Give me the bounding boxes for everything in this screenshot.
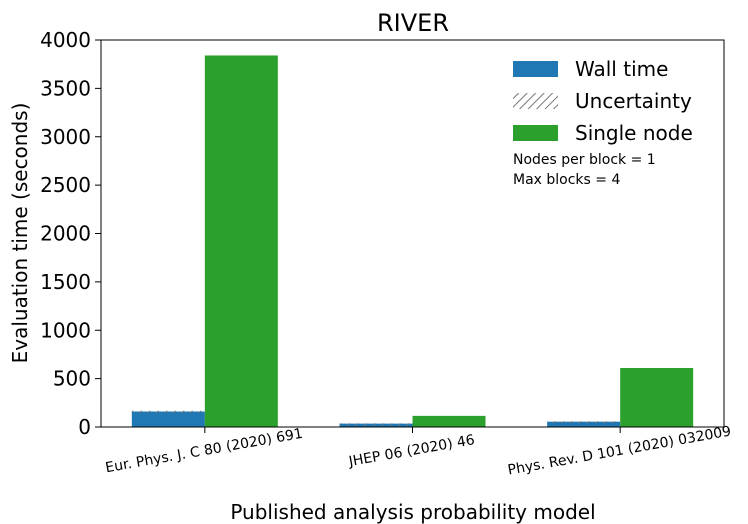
y-tick-label: 1000 [40, 318, 91, 342]
uncertainty-band-3 [547, 421, 620, 423]
y-axis: 0 500 1000 1500 2000 2500 3000 3500 4000 [40, 28, 101, 439]
y-tick-label: 0 [78, 415, 91, 439]
bar-single-node-2 [413, 416, 486, 427]
y-tick-label: 1500 [40, 270, 91, 294]
legend-note-max-blocks: Max blocks = 4 [513, 172, 620, 188]
x-tick-label: Eur. Phys. J. C 80 (2020) 691 [104, 426, 304, 477]
legend-note-nodes-per-block: Nodes per block = 1 [513, 152, 656, 168]
y-axis-label: Evaluation time (seconds) [8, 103, 32, 364]
legend-swatch-wall-time [513, 61, 558, 77]
x-axis: Eur. Phys. J. C 80 (2020) 691 JHEP 06 (20… [104, 424, 732, 479]
legend-label-single-node: Single node [575, 121, 693, 145]
legend-swatch-uncertainty [513, 93, 558, 109]
uncertainty-band-2 [340, 423, 413, 425]
bar-single-node-1 [205, 55, 278, 427]
y-tick-label: 4000 [40, 28, 91, 52]
legend: Wall time Uncertainty Single node Nodes … [513, 57, 693, 188]
bar-wall-time-1 [132, 412, 205, 427]
x-tick-label: JHEP 06 (2020) 46 [347, 432, 476, 470]
y-tick-label: 500 [53, 367, 91, 391]
bar-single-node-3 [620, 368, 693, 427]
y-tick-label: 2000 [40, 222, 91, 246]
y-tick-label: 3500 [40, 76, 91, 100]
y-tick-label: 2500 [40, 173, 91, 197]
legend-label-uncertainty: Uncertainty [575, 89, 692, 113]
legend-swatch-single-node [513, 125, 558, 141]
x-axis-label: Published analysis probability model [230, 500, 595, 524]
legend-label-wall-time: Wall time [575, 57, 668, 81]
y-tick-label: 3000 [40, 125, 91, 149]
chart-title: RIVER [377, 9, 449, 37]
x-tick-label: Phys. Rev. D 101 (2020) 032009 [507, 424, 733, 479]
uncertainty-band-1 [132, 411, 205, 413]
